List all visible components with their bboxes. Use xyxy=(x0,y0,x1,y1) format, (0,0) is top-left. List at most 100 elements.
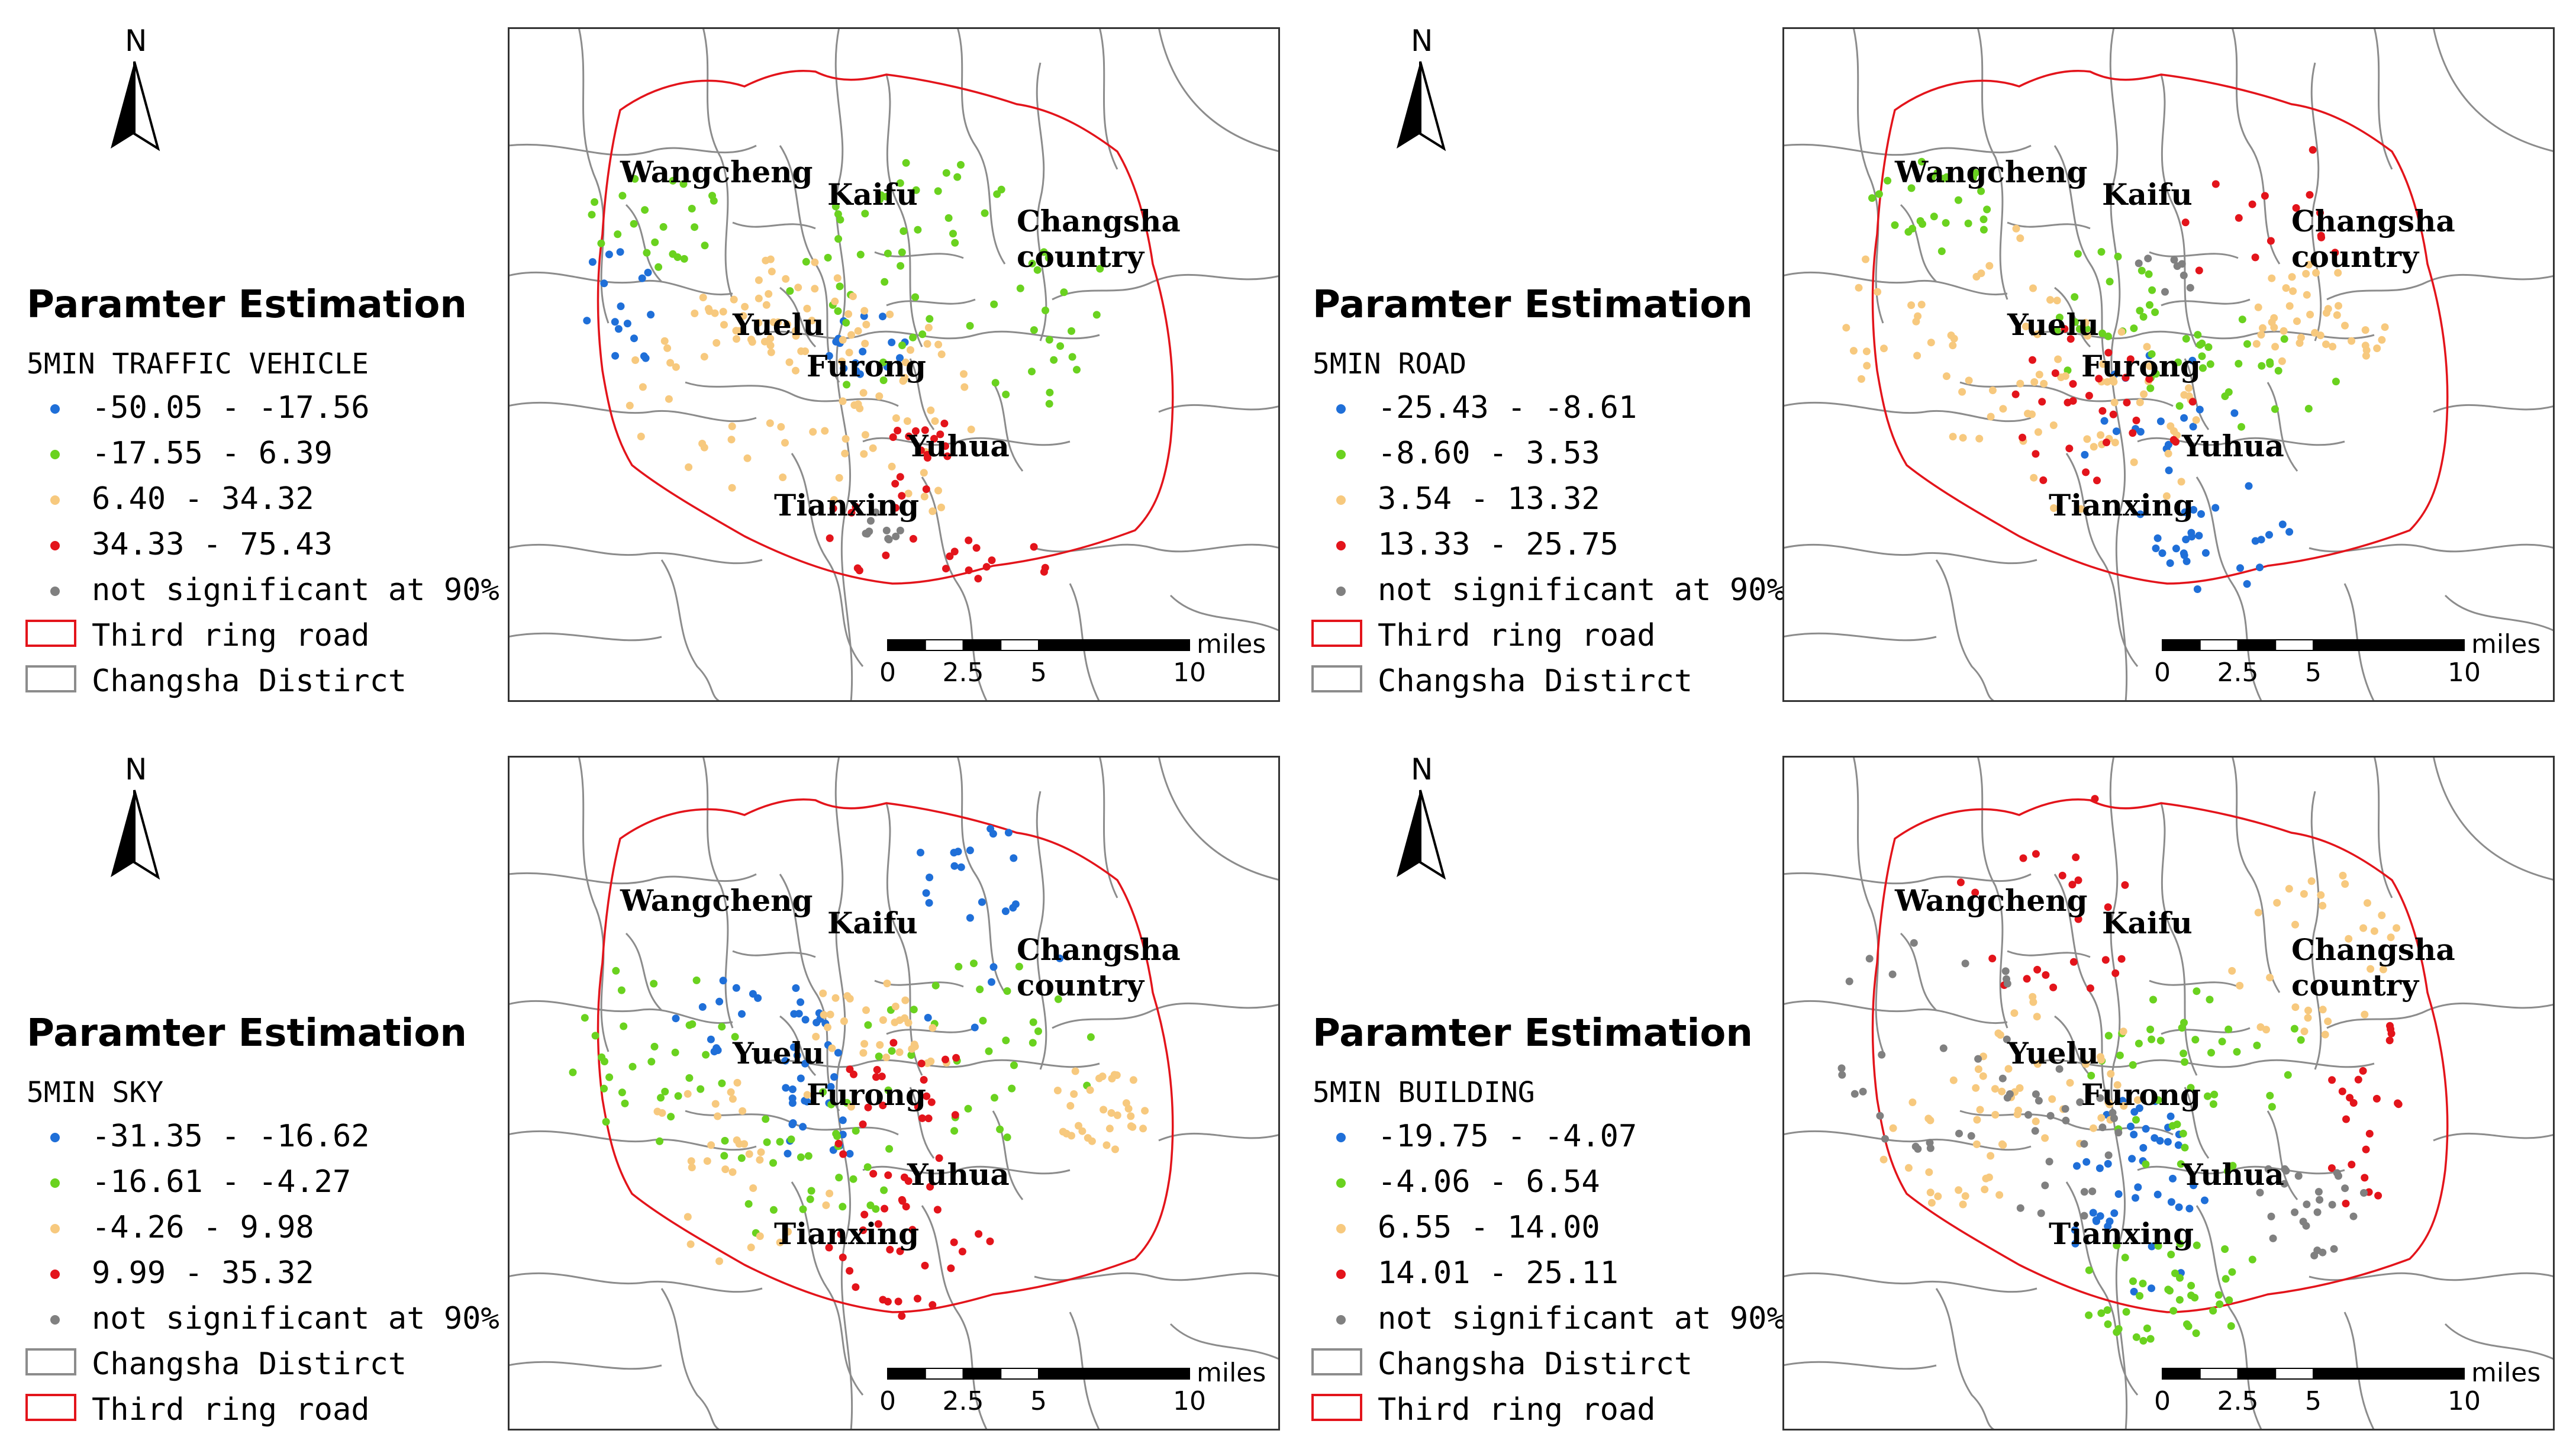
scale-tick-label: 2.5 xyxy=(2217,658,2259,688)
map-background xyxy=(508,756,1280,1431)
point-orange xyxy=(1955,1186,1963,1194)
place-label: Tianxing xyxy=(774,488,919,523)
point-orange xyxy=(2393,924,2401,932)
point-red xyxy=(988,556,996,565)
point-green xyxy=(2199,364,2207,372)
point-green xyxy=(651,238,659,246)
point-green xyxy=(2136,307,2144,315)
point-gray xyxy=(872,508,880,517)
place-label: Kaifu xyxy=(827,906,918,940)
district-line xyxy=(992,1110,1024,1200)
point-green xyxy=(643,249,651,257)
point-red xyxy=(947,1264,955,1272)
point-blue xyxy=(2230,409,2239,417)
point-blue xyxy=(784,1149,792,1158)
point-orange xyxy=(1855,283,1863,292)
point-blue xyxy=(732,984,740,992)
point-red xyxy=(920,1076,928,1084)
point-orange xyxy=(1925,1168,1933,1176)
point-orange xyxy=(1889,1124,1897,1132)
point-blue xyxy=(957,863,965,871)
point-green xyxy=(955,962,963,971)
point-green xyxy=(1040,248,1048,256)
point-green xyxy=(2248,1255,2256,1264)
point-orange xyxy=(686,1240,695,1248)
point-green xyxy=(591,198,599,206)
point-blue xyxy=(2197,510,2205,518)
point-green xyxy=(2225,1296,2233,1304)
point-orange xyxy=(2252,340,2261,348)
point-green xyxy=(2071,293,2079,301)
point-orange xyxy=(749,1184,757,1192)
point-blue xyxy=(2132,1194,2139,1202)
point-orange xyxy=(1857,375,1865,383)
district-line xyxy=(1977,756,2008,1029)
point-orange xyxy=(2040,379,2048,388)
point-orange xyxy=(1972,1140,1981,1148)
legend-field-name: 5MIN BUILDING xyxy=(1313,1076,1535,1109)
scale-bar-segment xyxy=(2275,639,2314,651)
point-green xyxy=(2103,1306,2111,1314)
point-orange xyxy=(2324,1017,2332,1026)
point-blue xyxy=(647,311,655,319)
point-green xyxy=(2175,1296,2184,1304)
point-green xyxy=(849,1175,857,1183)
point-red xyxy=(2058,871,2066,879)
point-red xyxy=(889,433,897,442)
point-green xyxy=(804,1152,813,1160)
point-green xyxy=(990,300,998,308)
north-arrow-icon: N xyxy=(1397,752,1446,880)
scale-bar-segment xyxy=(962,639,1002,651)
north-arrow-icon: N xyxy=(111,24,160,152)
point-green xyxy=(661,1087,669,1096)
point-orange xyxy=(830,496,838,504)
district-line xyxy=(2161,1027,2251,1035)
scale-tick-label: 5 xyxy=(1030,1386,1047,1416)
point-layer xyxy=(569,824,1149,1320)
scale-bar-segment xyxy=(1000,1368,1039,1380)
point-orange xyxy=(1976,1106,1984,1114)
point-orange xyxy=(2304,1014,2312,1022)
point-green xyxy=(673,253,682,261)
point-green xyxy=(896,179,904,187)
point-green xyxy=(824,253,832,262)
legend-block: N Paramter Estimation 5MIN TRAFFIC VEHICLE… xyxy=(25,24,499,699)
point-orange xyxy=(733,1078,741,1087)
point-green xyxy=(2074,250,2082,258)
point-red xyxy=(909,534,917,543)
district-line xyxy=(1782,1130,2032,1151)
point-green xyxy=(669,176,677,185)
point-red xyxy=(930,434,938,443)
point-blue xyxy=(2134,1183,2142,1191)
point-blue xyxy=(715,997,724,1006)
district-line xyxy=(921,1205,988,1431)
point-orange xyxy=(1124,1104,1133,1113)
point-red xyxy=(898,1197,907,1205)
district-line xyxy=(2195,1205,2263,1431)
district-line xyxy=(2109,756,2128,1431)
scale-tick-label: 10 xyxy=(2448,658,2481,688)
point-orange xyxy=(2334,269,2342,277)
scale-bar-segment xyxy=(924,639,964,651)
north-arrow-left-half xyxy=(1397,790,1420,877)
point-gray xyxy=(2061,1105,2069,1113)
point-red xyxy=(2101,956,2110,964)
point-green xyxy=(834,210,842,218)
point-blue xyxy=(2182,557,2191,565)
point-orange xyxy=(927,1057,935,1065)
point-red xyxy=(1956,878,1965,887)
point-orange xyxy=(876,1041,884,1049)
point-orange xyxy=(1113,1111,1121,1119)
point-orange xyxy=(2041,1134,2049,1142)
point-orange xyxy=(859,1049,868,1057)
legend-class-label: 13.33 - 25.75 xyxy=(1378,527,1619,562)
point-orange xyxy=(2016,379,2024,388)
point-red xyxy=(2069,380,2077,388)
point-red xyxy=(2109,410,2117,418)
point-red xyxy=(2019,854,2027,862)
district-line xyxy=(1935,1288,1996,1431)
point-orange xyxy=(2359,924,2368,932)
point-orange xyxy=(901,996,910,1004)
point-orange xyxy=(794,283,802,292)
district-line xyxy=(578,27,610,324)
